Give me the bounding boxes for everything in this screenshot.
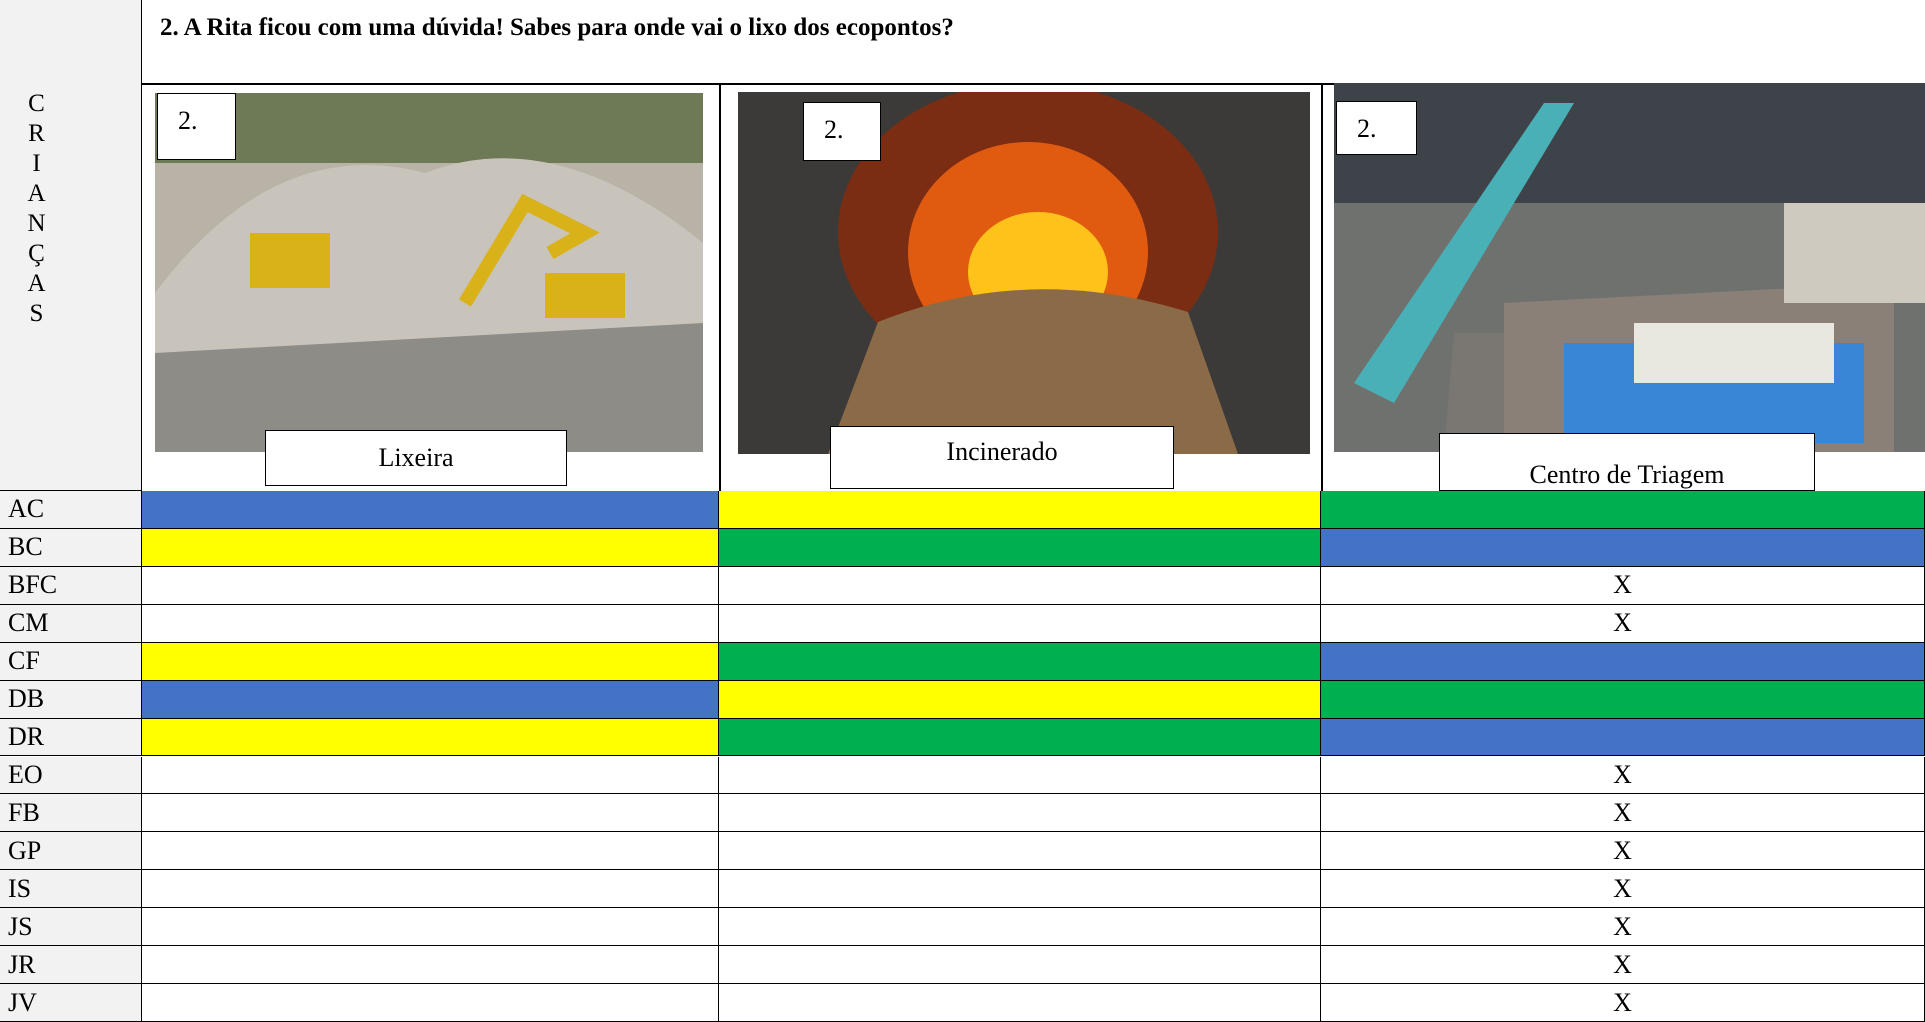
rule: [142, 83, 1925, 85]
cell: [142, 528, 719, 567]
caption: Lixeira: [265, 430, 567, 486]
photo-landfill: [155, 93, 703, 452]
side-label: CRIANÇAS: [23, 90, 50, 330]
cell: X: [1321, 870, 1925, 909]
photo-incinerator: [738, 92, 1310, 454]
cell: X: [1321, 832, 1925, 871]
side-header: [0, 0, 142, 491]
cell: [1321, 680, 1925, 719]
cell: [719, 908, 1321, 947]
cell: [142, 832, 719, 871]
badge: 2.: [157, 93, 236, 160]
cell: [142, 984, 719, 1022]
cell: [719, 528, 1321, 567]
cell: [142, 604, 719, 643]
cell: X: [1321, 984, 1925, 1022]
cell: [1321, 528, 1925, 567]
row-label: JV: [0, 984, 142, 1022]
cell: X: [1321, 604, 1925, 643]
cell: [142, 718, 719, 757]
row-label: DR: [0, 718, 142, 757]
cell: [719, 756, 1321, 795]
cell: [1321, 718, 1925, 757]
photo-sorting-center: [1334, 83, 1925, 452]
cell: X: [1321, 794, 1925, 833]
cell: [719, 794, 1321, 833]
row-label: CM: [0, 604, 142, 643]
cell: X: [1321, 756, 1925, 795]
row-label: GP: [0, 832, 142, 871]
cell: X: [1321, 946, 1925, 985]
cell: [1321, 642, 1925, 681]
cell: [142, 908, 719, 947]
cell: [719, 718, 1321, 757]
row-label: EO: [0, 756, 142, 795]
caption: Incinerado: [830, 426, 1174, 489]
cell: [719, 642, 1321, 681]
row-label: DB: [0, 680, 142, 719]
rule: [1321, 83, 1323, 491]
cell: [142, 491, 719, 529]
cell: [1321, 491, 1925, 529]
row-label: IS: [0, 870, 142, 909]
title: 2. A Rita ficou com uma dúvida! Sabes pa…: [160, 14, 954, 41]
cell: [719, 680, 1321, 719]
cell: [142, 756, 719, 795]
cell: [719, 946, 1321, 985]
row-label: JS: [0, 908, 142, 947]
row-label: AC: [0, 491, 142, 529]
cell: [719, 604, 1321, 643]
cell: [142, 642, 719, 681]
cell: [142, 680, 719, 719]
row-label: CF: [0, 642, 142, 681]
badge: 2.: [803, 102, 881, 161]
rule: [719, 83, 721, 491]
caption: Centro de Triagem: [1439, 433, 1815, 491]
cell: [142, 566, 719, 605]
cell: [142, 794, 719, 833]
cell: [719, 832, 1321, 871]
badge: 2.: [1336, 101, 1417, 155]
cell: X: [1321, 908, 1925, 947]
cell: [719, 566, 1321, 605]
row-label: FB: [0, 794, 142, 833]
cell: [142, 946, 719, 985]
cell: [719, 984, 1321, 1022]
cell: [142, 870, 719, 909]
row-label: BFC: [0, 566, 142, 605]
cell: [719, 870, 1321, 909]
row-label: BC: [0, 528, 142, 567]
cell: [719, 491, 1321, 529]
cell: X: [1321, 566, 1925, 605]
row-label: JR: [0, 946, 142, 985]
